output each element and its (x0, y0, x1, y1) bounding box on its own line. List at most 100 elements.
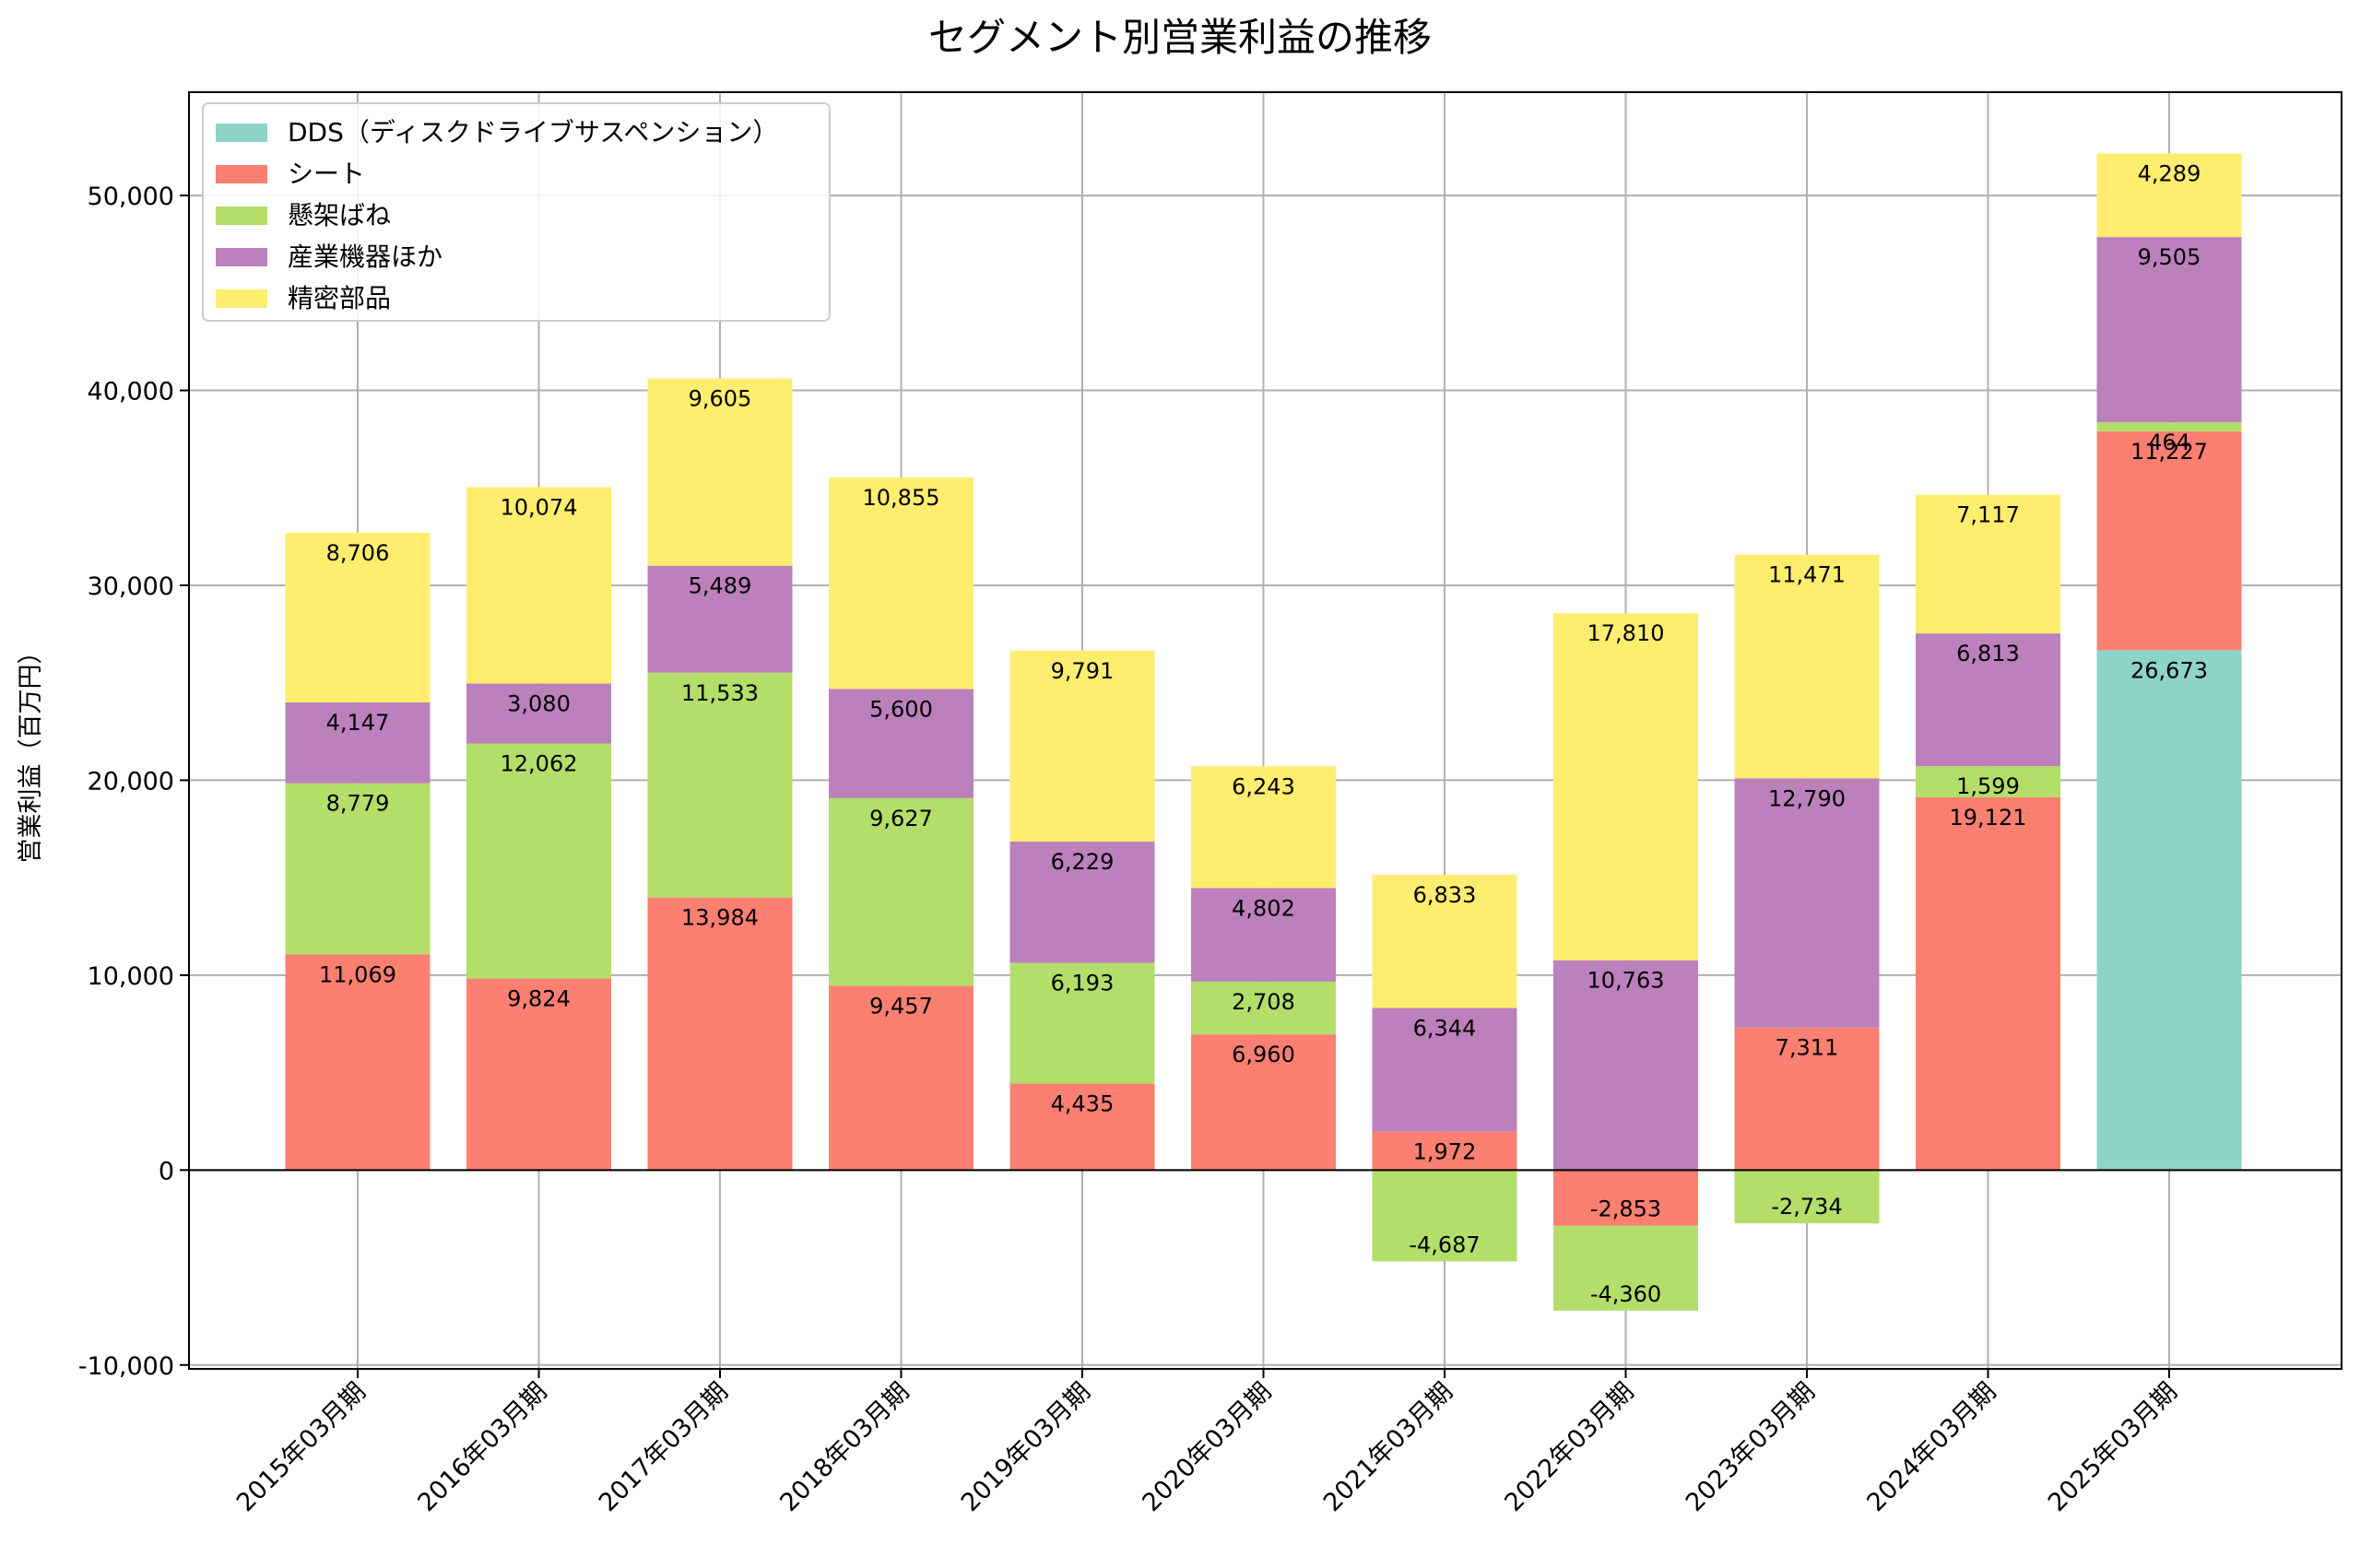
data-label: 4,147 (326, 710, 390, 736)
bar-segment (466, 487, 611, 684)
data-label: 11,471 (1768, 562, 1846, 588)
data-label: 11,227 (2130, 439, 2208, 465)
bar-segment (829, 689, 974, 798)
data-label: -4,687 (1409, 1232, 1480, 1257)
data-label: 11,069 (319, 961, 396, 987)
data-label: 19,121 (1950, 805, 2027, 831)
x-tick-label: 2025年03月期 (2043, 1377, 2183, 1517)
data-label: 10,763 (1587, 968, 1665, 994)
bar-segment (466, 743, 611, 979)
bar-segment (1191, 766, 1336, 889)
data-label: 5,489 (689, 573, 752, 599)
bar-segment (829, 985, 974, 1171)
data-label: 9,505 (2138, 244, 2201, 270)
bar-segment (1916, 797, 2060, 1171)
data-label: -4,360 (1590, 1281, 1661, 1307)
data-label: 13,984 (681, 905, 759, 931)
data-label: 8,706 (326, 540, 390, 566)
data-label: 8,779 (326, 791, 390, 817)
data-label: 464 (2148, 430, 2190, 455)
data-label: 10,074 (501, 494, 578, 520)
x-tick-label: 2019年03月期 (956, 1377, 1096, 1517)
data-label: 5,600 (869, 696, 933, 722)
bar-segment (285, 783, 431, 955)
bar-segment (1009, 1083, 1155, 1171)
legend-box (202, 102, 831, 322)
bar-segment (1734, 1170, 1880, 1224)
data-label: 3,080 (507, 690, 571, 716)
data-label: 9,605 (689, 386, 752, 412)
bar-segment (2096, 650, 2242, 1171)
legend-label: DDS（ディスクドライブサスペンション） (288, 117, 778, 147)
bar-segment (285, 532, 431, 702)
bar-segment (1372, 1170, 1517, 1262)
plot-frame (188, 91, 2342, 1370)
bar-segment (1372, 1131, 1517, 1171)
y-tick-label: -10,000 (78, 1352, 174, 1381)
y-tick-label: 30,000 (88, 572, 174, 601)
legend-label: シート (288, 159, 365, 189)
x-tick-label: 2021年03月期 (1318, 1377, 1458, 1517)
bar-segment (1372, 1008, 1517, 1132)
bar-segment (285, 701, 431, 784)
data-label: 1,599 (1956, 773, 2020, 799)
y-tick-label: 20,000 (88, 767, 174, 796)
y-axis-label: 営業利益（百万円） (17, 640, 45, 864)
bar-segment (1734, 778, 1880, 1028)
data-label: 7,117 (1956, 502, 2020, 528)
data-labels: 26,673 11,069 9,824 13,984 9,457 4,435 6,960 1,… (319, 160, 2208, 1306)
bar-segment (1734, 554, 1880, 779)
y-tick-label: 10,000 (88, 962, 174, 991)
chart-title: セグメント別営業利益の推移 (928, 15, 1432, 60)
bar-segment (2096, 422, 2242, 431)
data-label: 2,708 (1232, 989, 1295, 1015)
data-label: 17,810 (1587, 620, 1665, 646)
bar-segment (466, 683, 611, 744)
data-label: 12,062 (501, 751, 578, 777)
legend-swatch (216, 206, 267, 225)
bar-segment (1009, 962, 1155, 1084)
bar-segment (2096, 153, 2242, 238)
bar-segment (1916, 633, 2060, 767)
bar-segment (1191, 1034, 1336, 1171)
bar-segment (829, 477, 974, 690)
bar-segment (647, 897, 793, 1171)
bar-segment (829, 797, 974, 986)
bar-segment (2096, 430, 2242, 651)
data-label: -2,734 (1771, 1194, 1842, 1220)
bar-segment (1734, 1027, 1880, 1171)
data-label: 6,229 (1051, 849, 1115, 875)
y-tick-label: 0 (159, 1157, 174, 1185)
data-label: 6,243 (1232, 773, 1295, 799)
bar-segment (1553, 1225, 1698, 1311)
data-label: 4,289 (2138, 160, 2201, 186)
legend-swatch (216, 289, 267, 308)
legend-label: 精密部品 (288, 283, 391, 313)
x-tick-label: 2024年03月期 (1861, 1377, 2001, 1517)
bar-segment (647, 672, 793, 898)
legend-label: 懸架ばね (288, 200, 391, 230)
data-label: -2,853 (1590, 1197, 1661, 1222)
data-label: 9,824 (507, 986, 571, 1012)
bars (285, 153, 2242, 1311)
legend-swatch (216, 165, 267, 183)
bar-segment (1916, 766, 2060, 798)
x-tick-label: 2018年03月期 (774, 1377, 914, 1517)
bar-segment (1191, 981, 1336, 1035)
bar-segment (1009, 650, 1155, 842)
bar-segment (1916, 494, 2060, 634)
data-label: 6,813 (1956, 641, 2020, 666)
bar-segment (1191, 888, 1336, 982)
x-tick-label: 2020年03月期 (1137, 1377, 1277, 1517)
data-label: 10,855 (863, 485, 940, 511)
bar-segment (285, 954, 431, 1171)
x-tick-label: 2016年03月期 (412, 1377, 552, 1517)
data-label: 9,627 (869, 806, 933, 831)
bar-segment (2096, 237, 2242, 423)
data-label: 9,791 (1051, 658, 1115, 684)
x-tick-label: 2023年03月期 (1681, 1377, 1821, 1517)
bar-segment (647, 378, 793, 566)
